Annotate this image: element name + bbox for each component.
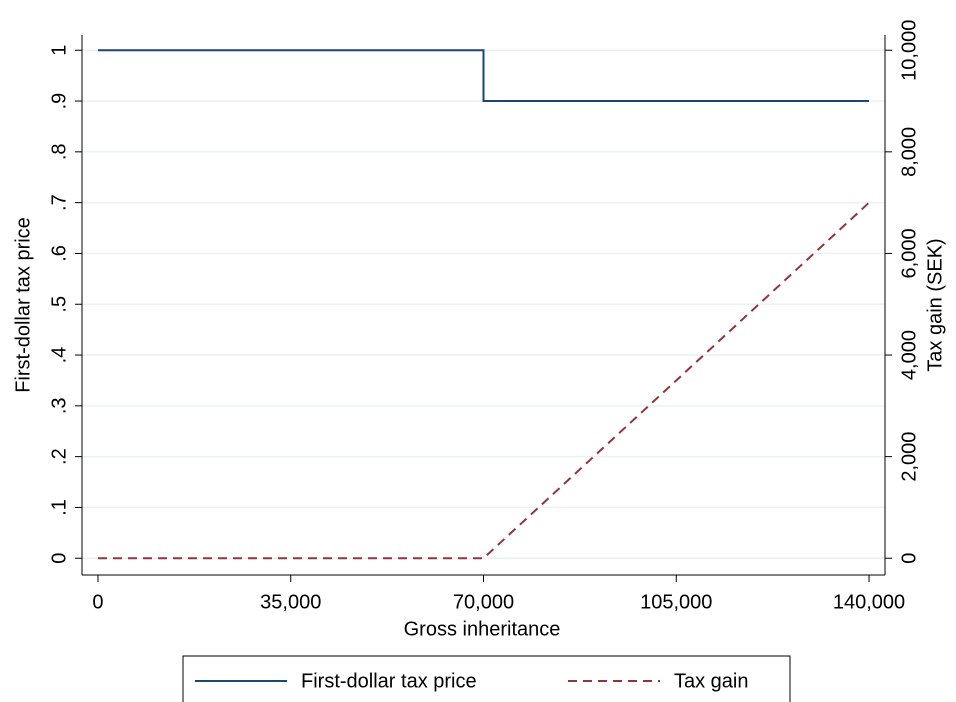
y-tick-label: .7: [48, 194, 70, 211]
x-tick-label: 0: [92, 591, 103, 613]
y-tick-label: .2: [48, 448, 70, 465]
y-axis-label: First-dollar tax price: [12, 217, 34, 393]
y2-tick-label: 8,000: [898, 127, 920, 177]
y-tick-label: .4: [48, 347, 70, 364]
y2-tick-label: 4,000: [898, 330, 920, 380]
y-tick-label: .3: [48, 397, 70, 414]
x-axis-label: Gross inheritance: [404, 618, 561, 640]
x-tick-label: 70,000: [453, 591, 514, 613]
y-tick-label: .6: [48, 245, 70, 262]
y2-tick-label: 6,000: [898, 228, 920, 278]
data-line: [97, 49, 870, 103]
data-line: [97, 201, 870, 560]
y2-tick-label: 0: [898, 553, 920, 564]
legend-label: First-dollar tax price: [301, 670, 477, 692]
y2-axis-label: Tax gain (SEK): [924, 238, 946, 371]
legend-label: Tax gain: [674, 670, 749, 692]
x-tick-label: 140,000: [833, 591, 905, 613]
y2-tick-label: 10,000: [898, 20, 920, 81]
x-tick-label: 35,000: [260, 591, 321, 613]
x-tick-label: 105,000: [640, 591, 712, 613]
y-tick-label: .9: [48, 93, 70, 110]
y2-tick-label: 2,000: [898, 432, 920, 482]
y-tick-label: 0: [48, 553, 70, 564]
y-tick-label: 1: [48, 45, 70, 56]
y-tick-label: .8: [48, 143, 70, 160]
y-tick-label: .5: [48, 296, 70, 313]
y-tick-label: .1: [48, 499, 70, 516]
legend-box: [182, 655, 791, 702]
